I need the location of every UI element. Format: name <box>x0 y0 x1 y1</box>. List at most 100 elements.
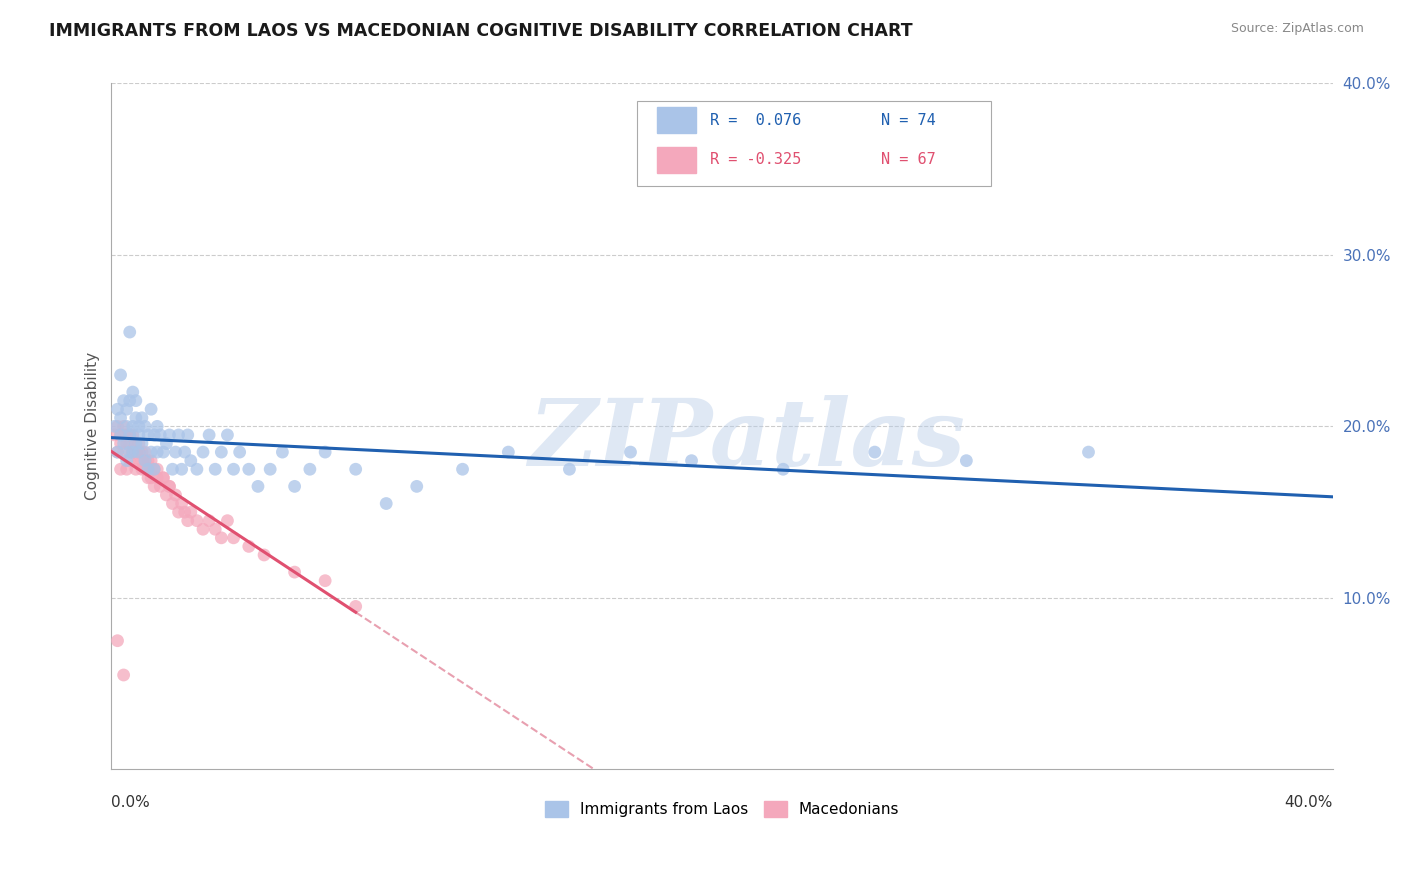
Point <box>115 402 138 417</box>
Point <box>134 445 156 459</box>
Point <box>112 668 135 682</box>
Point <box>136 462 159 476</box>
Point <box>125 393 148 408</box>
Text: 0.0%: 0.0% <box>111 795 150 810</box>
Point <box>112 428 135 442</box>
Point <box>186 462 208 476</box>
Point <box>110 410 132 425</box>
Point <box>204 462 226 476</box>
Point <box>131 436 153 450</box>
Point <box>222 462 245 476</box>
Point <box>149 428 172 442</box>
Point <box>128 453 150 467</box>
Point <box>271 445 294 459</box>
Point <box>209 531 232 545</box>
Text: N = 67: N = 67 <box>882 152 935 167</box>
Point <box>118 428 141 442</box>
Point <box>125 462 148 476</box>
Point <box>152 471 174 485</box>
Point <box>314 574 336 588</box>
Point <box>110 428 132 442</box>
Point <box>1077 445 1099 459</box>
Point <box>162 462 184 476</box>
Point <box>107 633 129 648</box>
Point <box>146 419 169 434</box>
Point <box>118 428 141 442</box>
Point <box>118 453 141 467</box>
Point <box>118 393 141 408</box>
Point <box>110 462 132 476</box>
Point <box>131 410 153 425</box>
Point <box>155 436 177 450</box>
Point <box>134 453 156 467</box>
Point <box>125 436 148 450</box>
Point <box>115 419 138 434</box>
Point <box>134 453 156 467</box>
Point <box>134 462 156 476</box>
Point <box>131 462 153 476</box>
Point <box>498 445 520 459</box>
Point <box>314 445 336 459</box>
Point <box>152 445 174 459</box>
Text: Source: ZipAtlas.com: Source: ZipAtlas.com <box>1230 22 1364 36</box>
Bar <box>658 146 696 173</box>
Text: ZIPatlas: ZIPatlas <box>529 395 965 485</box>
Point <box>107 402 129 417</box>
Point <box>107 419 129 434</box>
Point <box>162 496 184 510</box>
Point <box>103 419 125 434</box>
Point <box>204 522 226 536</box>
Point <box>177 428 200 442</box>
Point <box>209 445 232 459</box>
Point <box>146 462 169 476</box>
Text: R =  0.076: R = 0.076 <box>710 112 801 128</box>
Point <box>619 445 641 459</box>
Point <box>863 445 886 459</box>
Point <box>186 514 208 528</box>
Point <box>128 436 150 450</box>
Point <box>165 488 187 502</box>
Point <box>146 445 169 459</box>
Point <box>177 514 200 528</box>
Point <box>115 428 138 442</box>
Point <box>112 419 135 434</box>
Point <box>118 436 141 450</box>
Point <box>772 462 794 476</box>
Point <box>115 462 138 476</box>
Point <box>143 462 166 476</box>
Point <box>238 462 260 476</box>
Legend: Immigrants from Laos, Macedonians: Immigrants from Laos, Macedonians <box>538 795 905 823</box>
Point <box>217 514 239 528</box>
Point <box>112 436 135 450</box>
Point <box>284 479 307 493</box>
Point <box>118 325 141 339</box>
Point <box>451 462 474 476</box>
Point <box>139 402 162 417</box>
Point <box>246 479 269 493</box>
Point <box>167 505 190 519</box>
Point <box>121 428 143 442</box>
Text: R = -0.325: R = -0.325 <box>710 152 801 167</box>
Point <box>134 419 156 434</box>
Point <box>558 462 581 476</box>
Point <box>217 428 239 442</box>
Point <box>159 428 181 442</box>
Point <box>136 428 159 442</box>
Point <box>139 471 162 485</box>
Point <box>681 453 703 467</box>
Point <box>238 540 260 554</box>
Point <box>112 393 135 408</box>
Point <box>222 531 245 545</box>
Point <box>180 453 202 467</box>
Point <box>259 462 281 476</box>
Text: 40.0%: 40.0% <box>1285 795 1333 810</box>
Point <box>173 505 195 519</box>
Point <box>128 428 150 442</box>
Point <box>284 565 307 579</box>
Point <box>143 462 166 476</box>
Point <box>115 436 138 450</box>
Point <box>180 505 202 519</box>
Point <box>136 453 159 467</box>
Point <box>121 445 143 459</box>
Point <box>107 445 129 459</box>
